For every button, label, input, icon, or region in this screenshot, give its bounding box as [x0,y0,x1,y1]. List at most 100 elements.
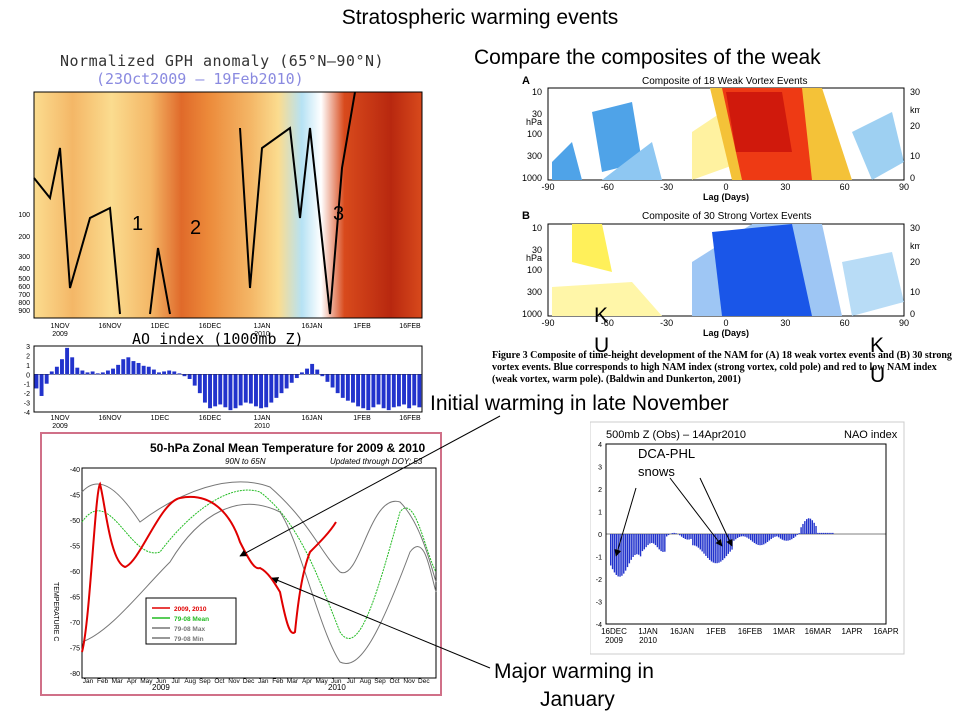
gph-x-tick: 2009 [52,331,68,338]
nao-y-ticks: 4 3 2 1 0 -1 -2 -3 -4 [596,442,602,629]
nao-bar [720,534,722,562]
temperature-panel: 50-hPa Zonal Mean Temperature for 2009 &… [40,432,442,696]
ao-title: AO index (1000mb Z) [132,330,304,348]
nao-bar [634,534,636,556]
nao-bar [643,534,645,550]
ao-bar [345,374,350,401]
ao-bar [167,370,172,375]
nao-x-tick: 1MAR [773,627,795,636]
nao-bar [761,534,763,546]
ao-bar [197,374,202,394]
composite-right-tick: 20 [910,257,920,267]
nao-bar [766,534,769,542]
nao-bar [830,532,832,534]
nao-bar [815,525,817,534]
ao-bar [233,374,238,409]
ao-bar [75,367,80,375]
ao-bar [238,374,243,406]
composite-x-tick: 60 [840,182,850,192]
panel-a-x-ticks: -90 -60 -30 0 30 60 90 Lag (Days) [541,182,909,202]
gph-x-tick: 2010 [254,331,270,338]
nao-bar [729,534,731,552]
gph-y-tick: 700 [18,292,30,299]
ao-bar [299,372,304,375]
temp-x-tick: Feb [272,678,284,685]
temp-x-tick: May [315,678,328,685]
ao-bar [330,374,335,388]
nao-bar [651,534,653,544]
nao-bar [757,534,759,545]
ao-bar [111,368,115,375]
composite-left-tick: 10 [532,223,542,233]
ao-bar [254,374,258,407]
nao-y-tick: 1 [598,510,602,517]
gph-y-tick: 600 [18,284,30,291]
nao-bar [807,518,810,534]
nao-bar [755,534,757,545]
nao-x-tick: 2009 [605,636,623,645]
nao-y-tick: -1 [596,555,602,562]
temp-subtitle: 90N to 65N [225,457,266,466]
temp-x-tick: Mar [112,678,124,685]
nao-x-tick: 2010 [639,636,657,645]
temp-y-ticks: -40 -45 -50 -55 -60 -65 -70 -75 -80 [70,467,80,678]
gph-subtitle: (23Oct2009 – 19Feb2010) [96,70,304,88]
nao-x-tick: 16FEB [738,627,762,636]
nao-bar [778,534,780,538]
composite-right-tick: 10 [910,287,920,297]
composite-x-tick: -60 [601,182,614,192]
ao-bar [54,366,59,375]
nao-bar [742,534,744,537]
ao-bar [151,369,156,375]
ao-y-tick: 0 [26,372,30,379]
ao-bar [39,374,44,396]
composite-left-tick: 1000 [522,173,542,183]
ao-bar [141,365,146,375]
ao-bar [340,374,345,398]
ao-bar [157,372,161,375]
nao-bar [776,534,778,537]
nao-bar [712,534,715,563]
nao-bar [623,534,625,574]
ao-bar [44,374,49,384]
ao-bar [381,374,386,409]
ao-bar [310,363,315,375]
temp-x-tick: Apr [127,678,138,685]
ao-bar [131,361,136,375]
nao-index-label: NAO index [844,429,898,441]
ao-bar [284,374,289,389]
nao-bar [710,534,713,562]
nao-x-tick: 1JAN [638,627,658,636]
ao-bar [85,372,90,375]
ao-x-tick: 16JAN [301,415,322,422]
nao-bar [638,534,640,555]
composite-left-tick: 10 [532,87,542,97]
gph-x-tick: 1FEB [353,323,371,330]
nao-bar [630,534,632,560]
ao-bar [366,374,371,411]
ao-x-tick: 1DEC [151,415,170,422]
ao-bar [182,374,187,377]
nao-x-tick: 1FEB [706,627,726,636]
nao-x-tick: 16MAR [805,627,832,636]
composite-x-tick: 30 [780,182,790,192]
composite-x-tick: 30 [780,318,790,328]
ao-x-tick: 16FEB [399,415,421,422]
nao-bar [725,534,728,557]
nao-bar [722,534,724,561]
ao-bar [274,374,279,398]
nao-bar [764,534,767,544]
ao-bar [402,374,406,405]
temp-y-tick: -60 [70,569,80,576]
composite-right-tick: 10 [910,151,920,161]
composite-x-tick: 0 [723,318,728,328]
gph-x-tick: 1DEC [151,323,170,330]
nao-bar [727,534,729,554]
ao-bar [417,374,422,408]
nao-bar [654,534,657,546]
nao-bar [714,534,716,564]
nao-bar [697,534,700,548]
gph-x-tick: 1JAN [253,323,270,330]
nao-bar [746,534,748,538]
